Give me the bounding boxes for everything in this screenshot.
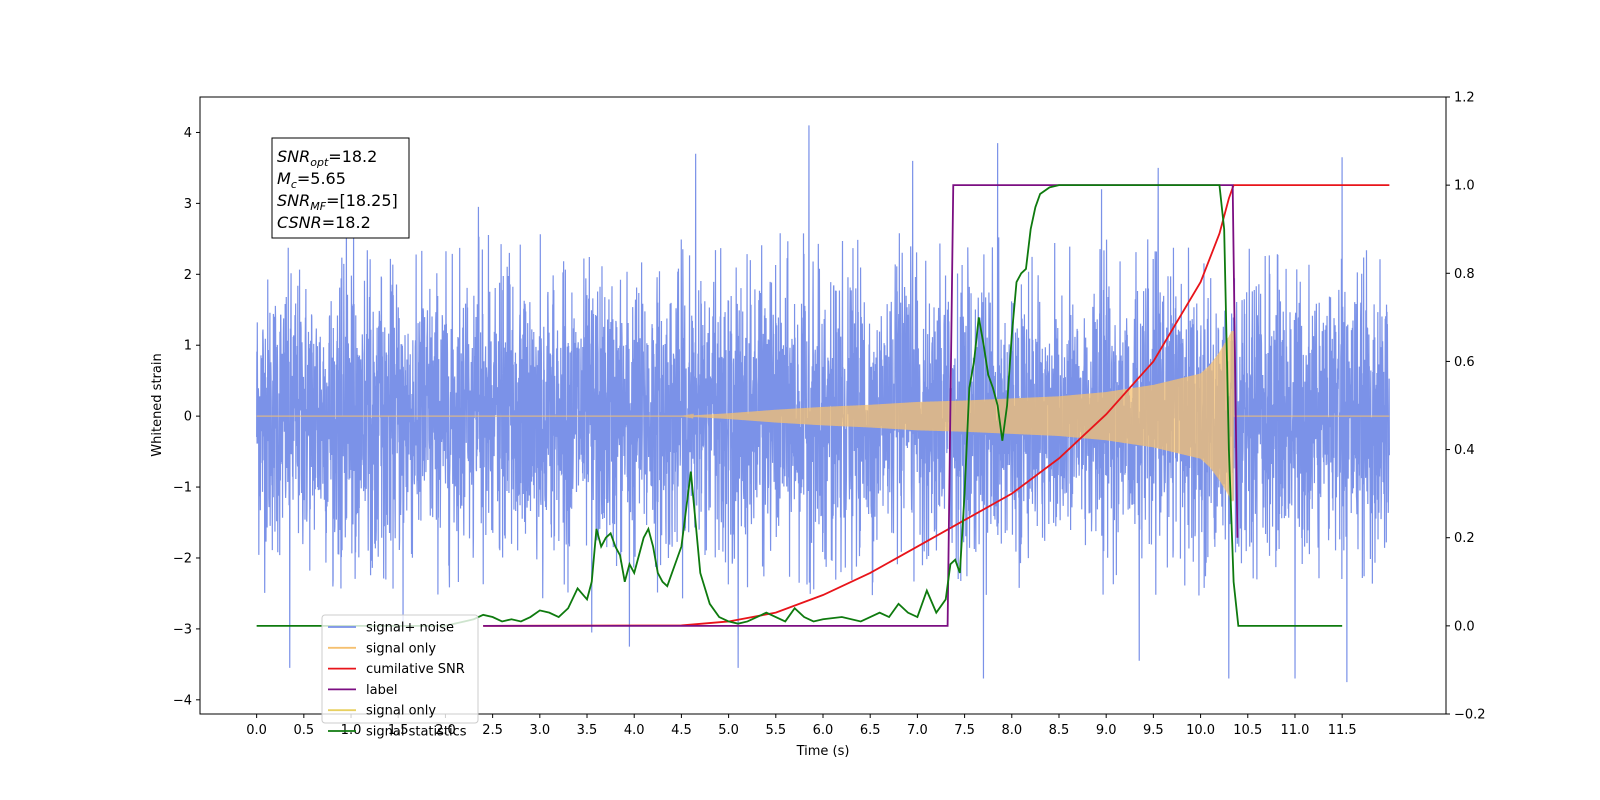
x-axis: 0.0 0.5 1.0 1.5 2.0 2.5 3.0 3.5 4.0 4.5 5.0 5.5 6.0 6… [246, 714, 1357, 738]
y2-tick-label: 0.2 [1454, 531, 1475, 546]
series-4 [256, 184, 1343, 627]
y-axis-right: −0.2 0.0 0.2 0.4 0.6 0.8 1.0 1.2 [1446, 91, 1486, 723]
y2-tick-label: −0.2 [1454, 708, 1486, 723]
x-tick-label: 6.0 [813, 723, 834, 738]
y-tick-label: 2 [184, 268, 192, 283]
x-tick-label: 8.0 [1001, 723, 1022, 738]
annotation-line: SNRMF=[18.25] [277, 191, 398, 213]
x-tick-label: 6.5 [860, 723, 881, 738]
y-tick-label: −2 [173, 551, 192, 566]
x-tick-label: 0.5 [293, 723, 314, 738]
y-tick-label: −3 [173, 622, 192, 637]
y2-tick-label: 0.8 [1454, 267, 1475, 282]
x-tick-label: 2.0 [435, 723, 456, 738]
series-line-label [483, 184, 1239, 627]
x-tick-label: 3.5 [577, 723, 598, 738]
x-tick-label: 11.0 [1280, 723, 1309, 738]
y2-tick-label: 1.0 [1454, 179, 1475, 194]
legend-label: label [366, 683, 397, 698]
y2-tick-label: 1.2 [1454, 91, 1475, 106]
x-tick-label: 11.5 [1328, 723, 1357, 738]
annotation-line: Mc=5.65 [277, 169, 346, 191]
series-1 [256, 331, 1390, 502]
x-axis-label: Time (s) [796, 744, 850, 759]
x-tick-label: 9.0 [1096, 723, 1117, 738]
x-tick-label: 7.0 [907, 723, 928, 738]
legend-frame [321, 614, 479, 724]
series-3 [483, 184, 1239, 627]
x-tick-label: 9.5 [1143, 723, 1164, 738]
y-tick-label: −1 [173, 481, 192, 496]
y2-tick-label: 0.6 [1454, 355, 1475, 370]
legend-label: signal only [366, 704, 436, 719]
y-tick-label: −4 [173, 693, 192, 708]
x-tick-label: 5.0 [718, 723, 739, 738]
x-tick-label: 4.5 [671, 723, 692, 738]
annotation-line: SNRopt=18.2 [277, 147, 377, 169]
legend-label: signal only [366, 641, 436, 656]
x-tick-label: 7.5 [954, 723, 975, 738]
x-tick-label: 1.5 [388, 723, 409, 738]
annotation-frame [271, 137, 410, 239]
y-axis-left: −4 −3 −2 −1 0 1 2 3 4 [173, 126, 200, 708]
x-tick-label: 10.0 [1186, 723, 1215, 738]
y-tick-label: 0 [184, 410, 192, 425]
legend-label: cumilative SNR [366, 662, 465, 677]
y-tick-label: 3 [184, 197, 192, 212]
series-layer [256, 125, 1390, 683]
x-tick-label: 2.5 [482, 723, 503, 738]
annotation-line: CSNR=18.2 [277, 213, 371, 232]
x-tick-label: 8.5 [1049, 723, 1070, 738]
y2-tick-label: 0.0 [1454, 619, 1475, 634]
x-tick-label: 10.5 [1233, 723, 1262, 738]
x-tick-label: 4.0 [624, 723, 645, 738]
y-tick-label: 4 [184, 126, 192, 141]
series-line-signal-only [256, 331, 1390, 502]
y-tick-label: 1 [184, 339, 192, 354]
legend: signal+ noise signal only cumilative SNR la… [321, 614, 479, 740]
series-line-signal-statistics [256, 184, 1343, 627]
x-tick-label: 3.0 [529, 723, 550, 738]
y-axis-label: Whitened strain [150, 353, 165, 456]
legend-label: signal statistics [366, 725, 467, 740]
x-tick-label: 0.0 [246, 723, 267, 738]
x-tick-label: 5.5 [765, 723, 786, 738]
y2-tick-label: 0.4 [1454, 443, 1475, 458]
legend-label: signal+ noise [366, 621, 454, 636]
